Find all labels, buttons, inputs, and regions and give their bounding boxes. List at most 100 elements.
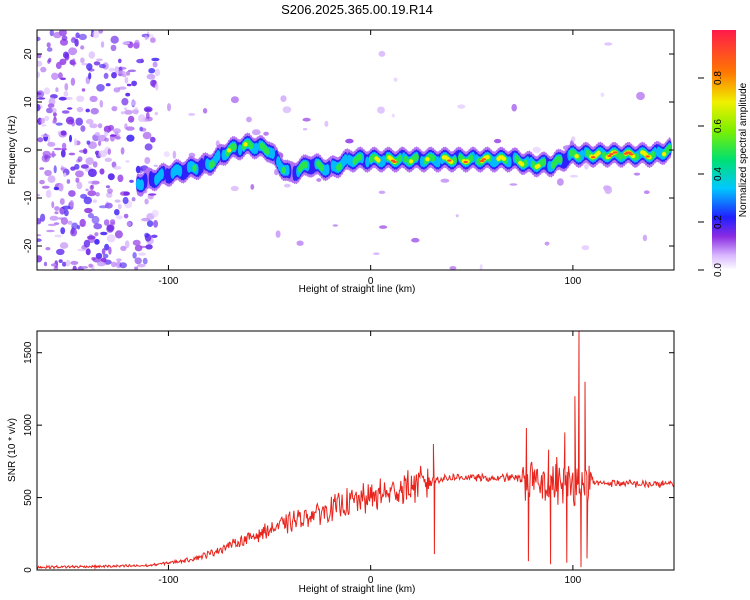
noise-speckle bbox=[118, 58, 122, 64]
ridge-segment bbox=[398, 154, 403, 162]
noise-speckle bbox=[103, 219, 110, 226]
noise-speckle bbox=[296, 240, 304, 246]
noise-speckle bbox=[136, 58, 145, 64]
x-tick-label: -100 bbox=[158, 575, 178, 586]
noise-speckle bbox=[71, 226, 75, 235]
noise-speckle bbox=[494, 138, 502, 144]
noise-speckle bbox=[77, 156, 83, 163]
noise-speckle bbox=[106, 224, 114, 233]
noise-speckle bbox=[104, 131, 109, 137]
noise-speckle bbox=[131, 100, 137, 106]
noise-speckle bbox=[58, 72, 63, 80]
noise-speckle bbox=[37, 60, 43, 67]
ridge-segment bbox=[463, 160, 468, 164]
ridge-segment bbox=[248, 142, 254, 150]
x-tick-label: 0 bbox=[368, 575, 374, 586]
ridge-segment bbox=[237, 144, 243, 156]
ridge-segment bbox=[618, 153, 623, 161]
noise-speckle bbox=[52, 119, 57, 124]
snr-plot-area bbox=[37, 331, 674, 570]
noise-speckle bbox=[85, 118, 94, 125]
ridge-segment bbox=[452, 156, 457, 164]
noise-speckle bbox=[250, 184, 255, 190]
noise-speckle bbox=[377, 106, 385, 114]
noise-speckle bbox=[108, 67, 115, 72]
noise-speckle bbox=[134, 39, 140, 47]
noise-speckle bbox=[96, 84, 105, 92]
noise-speckle bbox=[64, 209, 69, 217]
noise-speckle bbox=[111, 161, 117, 168]
noise-speckle bbox=[37, 234, 42, 237]
x-tick-label: 100 bbox=[565, 575, 582, 586]
noise-speckle bbox=[125, 126, 135, 131]
ridge-segment bbox=[143, 173, 148, 189]
noise-speckle bbox=[125, 71, 131, 76]
noise-speckle bbox=[84, 207, 93, 214]
ridge-segment bbox=[507, 156, 512, 168]
noise-speckle bbox=[584, 163, 589, 170]
noise-speckle bbox=[72, 265, 77, 270]
noise-speckle bbox=[63, 172, 67, 177]
ridge-segment bbox=[226, 148, 232, 153]
noise-speckle bbox=[85, 188, 89, 192]
snr-series-line bbox=[37, 331, 674, 570]
noise-speckle bbox=[373, 252, 380, 255]
noise-speckle bbox=[107, 173, 115, 181]
noise-speckle bbox=[64, 83, 69, 91]
noise-speckle bbox=[76, 181, 83, 190]
noise-speckle bbox=[81, 266, 89, 269]
noise-speckle bbox=[92, 161, 98, 168]
noise-speckle bbox=[138, 114, 146, 123]
noise-speckle bbox=[40, 213, 46, 222]
noise-speckle bbox=[148, 33, 154, 38]
ridge-segment bbox=[425, 157, 430, 162]
noise-speckle bbox=[144, 157, 151, 164]
noise-speckle bbox=[54, 234, 62, 238]
noise-speckle bbox=[114, 230, 123, 239]
noise-speckle bbox=[140, 127, 147, 132]
noise-speckle bbox=[109, 134, 117, 137]
noise-speckle bbox=[40, 117, 45, 124]
noise-speckle bbox=[122, 196, 129, 205]
noise-speckle bbox=[116, 215, 123, 220]
noise-speckle bbox=[107, 188, 113, 194]
noise-speckle bbox=[65, 259, 71, 267]
noise-speckle bbox=[125, 160, 130, 163]
x-tick-label: -100 bbox=[158, 276, 178, 287]
spectrogram-x-axis-label: Height of straight line (km) bbox=[299, 284, 416, 295]
noise-speckle bbox=[391, 113, 395, 118]
noise-speckle bbox=[60, 130, 67, 136]
noise-speckle bbox=[50, 263, 57, 267]
ridge-segment bbox=[479, 160, 485, 163]
colorbar-tick-label: 0.2 bbox=[713, 215, 724, 229]
noise-speckle bbox=[633, 172, 641, 176]
noise-speckle bbox=[172, 150, 177, 159]
noise-speckle bbox=[41, 154, 50, 163]
noise-speckle bbox=[58, 183, 64, 192]
noise-speckle bbox=[150, 136, 156, 143]
noise-speckle bbox=[93, 223, 103, 230]
ridge-segment bbox=[325, 163, 330, 176]
noise-speckle bbox=[60, 167, 67, 171]
ridge-segment bbox=[612, 151, 618, 154]
noise-speckle bbox=[110, 44, 117, 52]
noise-speckle bbox=[280, 95, 287, 102]
noise-speckle bbox=[114, 199, 121, 203]
noise-speckle bbox=[51, 107, 57, 113]
noise-speckle bbox=[124, 109, 133, 115]
noise-speckle bbox=[85, 248, 91, 256]
noise-speckle bbox=[103, 72, 109, 79]
ridge-segment bbox=[574, 154, 579, 159]
ridge-segment bbox=[541, 158, 547, 166]
noise-speckle bbox=[116, 258, 122, 262]
noise-speckle bbox=[88, 51, 96, 59]
ridge-segment bbox=[216, 149, 221, 162]
ridge-segment bbox=[303, 161, 308, 169]
noise-speckle bbox=[144, 108, 151, 112]
noise-speckle bbox=[87, 168, 97, 178]
y-tick-label: -10 bbox=[23, 190, 34, 205]
noise-speckle bbox=[126, 83, 132, 87]
colorbar-gradient bbox=[712, 30, 736, 270]
noise-speckle bbox=[70, 260, 79, 265]
